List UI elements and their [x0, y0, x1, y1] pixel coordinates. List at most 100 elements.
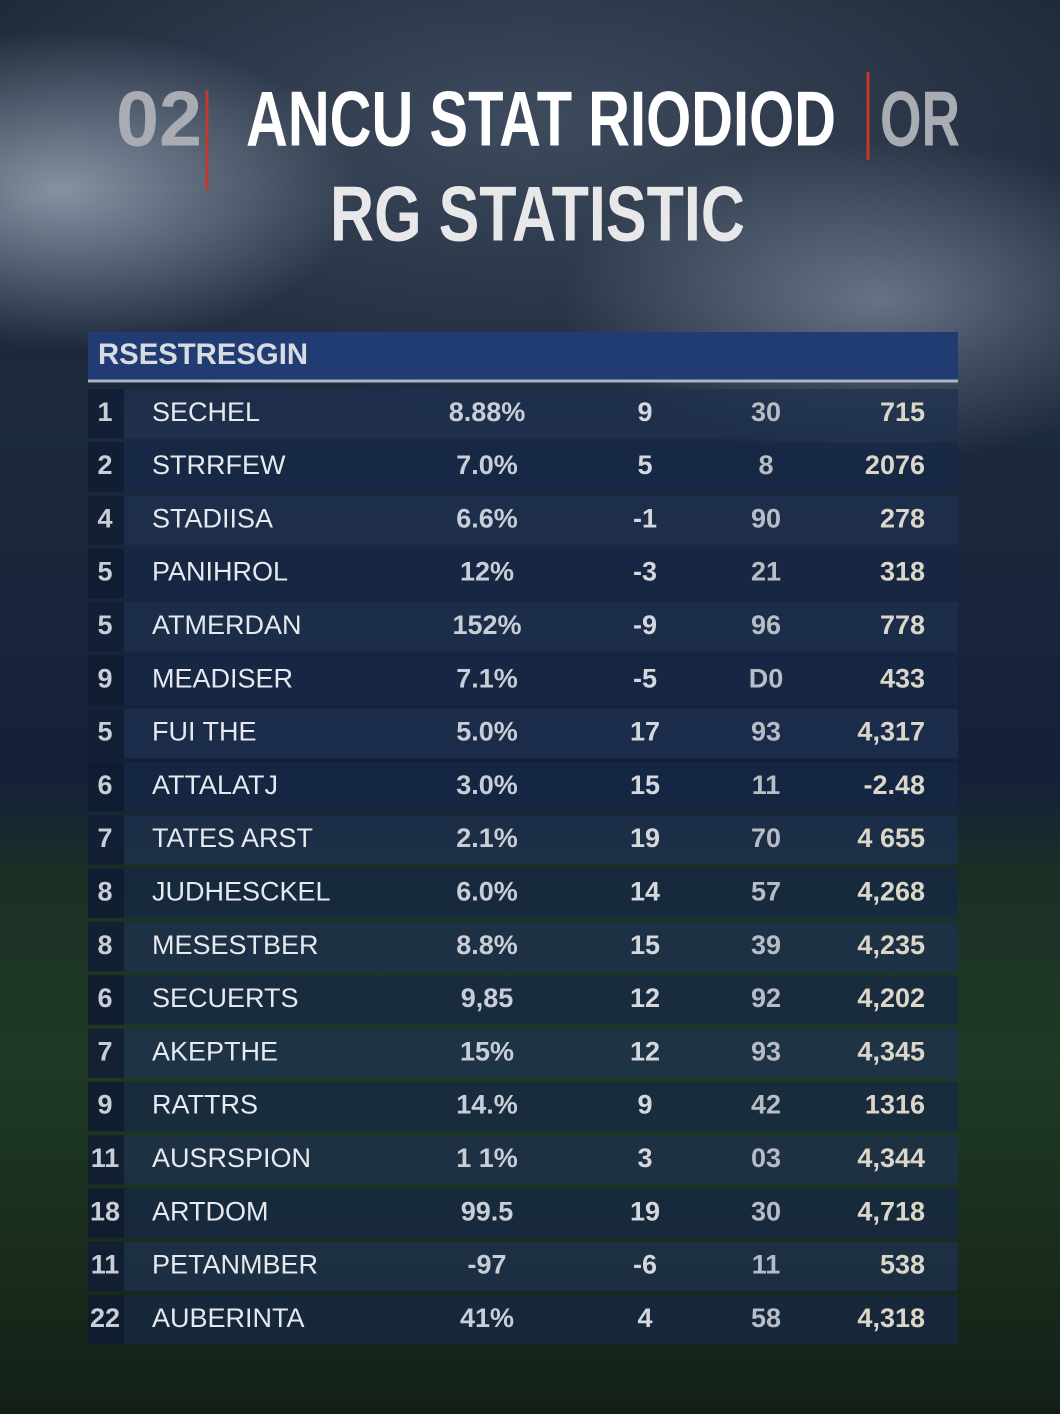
- total: 778: [880, 610, 925, 640]
- team-name: JUDHESCKEL: [152, 876, 331, 906]
- team-name: STRRFEW: [152, 450, 286, 480]
- total: 4,318: [857, 1303, 925, 1333]
- total: 4,344: [857, 1143, 925, 1173]
- row-bg: [88, 1081, 958, 1132]
- rank-cell: [88, 762, 124, 812]
- team-name: PANIHROL: [152, 557, 288, 587]
- percent: 14.%: [456, 1090, 518, 1120]
- rank-cell: [88, 548, 124, 599]
- title-line2: RG STATISTIC: [330, 170, 745, 258]
- percent: -97: [467, 1250, 506, 1280]
- percent: 8.88%: [449, 397, 526, 427]
- stat-b: 93: [751, 717, 781, 747]
- stat-b: 70: [751, 823, 781, 853]
- row-bg: [88, 1295, 958, 1345]
- stat-a: -5: [633, 663, 657, 693]
- stat-b: 92: [751, 983, 781, 1013]
- stat-a: -1: [633, 503, 657, 533]
- rank: 6: [97, 770, 112, 800]
- rank-cell: [88, 815, 124, 865]
- team-name: ARTDOM: [152, 1196, 269, 1226]
- stat-a: 12: [630, 983, 660, 1013]
- stat-b: D0: [749, 663, 784, 693]
- row-bg: [88, 655, 958, 705]
- rank: 2: [97, 450, 112, 480]
- rank-cell: [88, 655, 124, 705]
- stat-b: 96: [751, 610, 781, 640]
- percent: 6.6%: [456, 503, 518, 533]
- row-bg: [88, 1241, 958, 1292]
- table-header: RSESTRESGIN: [98, 338, 308, 371]
- team-name: AKEPTHE: [152, 1036, 278, 1066]
- total: -2.48: [863, 770, 925, 800]
- percent: 15%: [460, 1036, 514, 1066]
- total: 538: [880, 1250, 925, 1280]
- rank-cell: [88, 708, 124, 759]
- stat-b: 11: [752, 1250, 781, 1280]
- stat-b: 39: [751, 930, 781, 960]
- rank: 6: [97, 983, 112, 1013]
- total: 2076: [865, 450, 925, 480]
- percent: 8.8%: [456, 930, 518, 960]
- rank: 22: [90, 1303, 120, 1333]
- rank-cell: [88, 602, 124, 652]
- row-bg: [88, 868, 958, 918]
- total: 1316: [865, 1090, 925, 1120]
- row-bg: [88, 495, 958, 545]
- stat-a: 14: [630, 876, 660, 906]
- stat-a: 9: [637, 397, 652, 427]
- row-bg: [88, 762, 958, 812]
- team-name: MESESTBER: [152, 930, 319, 960]
- row-bg: [88, 389, 958, 439]
- rank-cell: [88, 389, 124, 439]
- team-name: MEADISER: [152, 663, 293, 693]
- stat-b: 90: [751, 503, 781, 533]
- title-main: ANCU STAT RIODIOD: [246, 75, 836, 163]
- rank: 1: [97, 397, 112, 427]
- team-name: SECUERTS: [152, 983, 299, 1013]
- stat-a: -3: [633, 557, 657, 587]
- rank: 11: [91, 1250, 120, 1280]
- rank: 7: [97, 823, 112, 853]
- total: 4,317: [857, 717, 925, 747]
- stat-a: 5: [637, 450, 652, 480]
- rank: 4: [97, 503, 112, 533]
- row-bg: [88, 1028, 958, 1078]
- team-name: SECHEL: [152, 397, 260, 427]
- row-bg: [88, 815, 958, 865]
- rank: 8: [97, 876, 112, 906]
- total: 4,235: [857, 930, 925, 960]
- stat-a: 3: [637, 1143, 652, 1173]
- rank: 18: [90, 1196, 120, 1226]
- total: 4,718: [857, 1196, 925, 1226]
- row-bg: [88, 1135, 958, 1185]
- total: 4,202: [857, 983, 925, 1013]
- rank-cell: [88, 1081, 124, 1132]
- row-bg: [88, 602, 958, 652]
- rank: 8: [97, 930, 112, 960]
- title-prefix: 02: [116, 75, 202, 163]
- rank: 5: [97, 610, 112, 640]
- stat-a: 4: [637, 1303, 652, 1333]
- total: 4 655: [857, 823, 925, 853]
- stat-b: 57: [751, 876, 781, 906]
- total: 4,268: [857, 876, 925, 906]
- stat-b: 30: [751, 397, 781, 427]
- stat-a: 15: [630, 930, 660, 960]
- total: 4,345: [857, 1036, 925, 1066]
- percent: 3.0%: [456, 770, 518, 800]
- team-name: FUI THE: [152, 717, 257, 747]
- stat-b: 21: [751, 557, 781, 587]
- percent: 99.5: [461, 1196, 514, 1226]
- team-name: ATMERDAN: [152, 610, 302, 640]
- stat-b: 42: [751, 1090, 781, 1120]
- rank: 5: [97, 557, 112, 587]
- rank-cell: [88, 1241, 124, 1292]
- stat-b: 11: [752, 770, 781, 800]
- stat-a: 9: [637, 1090, 652, 1120]
- total: 715: [880, 397, 925, 427]
- percent: 2.1%: [456, 823, 518, 853]
- rank-cell: [88, 922, 124, 972]
- rank-cell: [88, 975, 124, 1025]
